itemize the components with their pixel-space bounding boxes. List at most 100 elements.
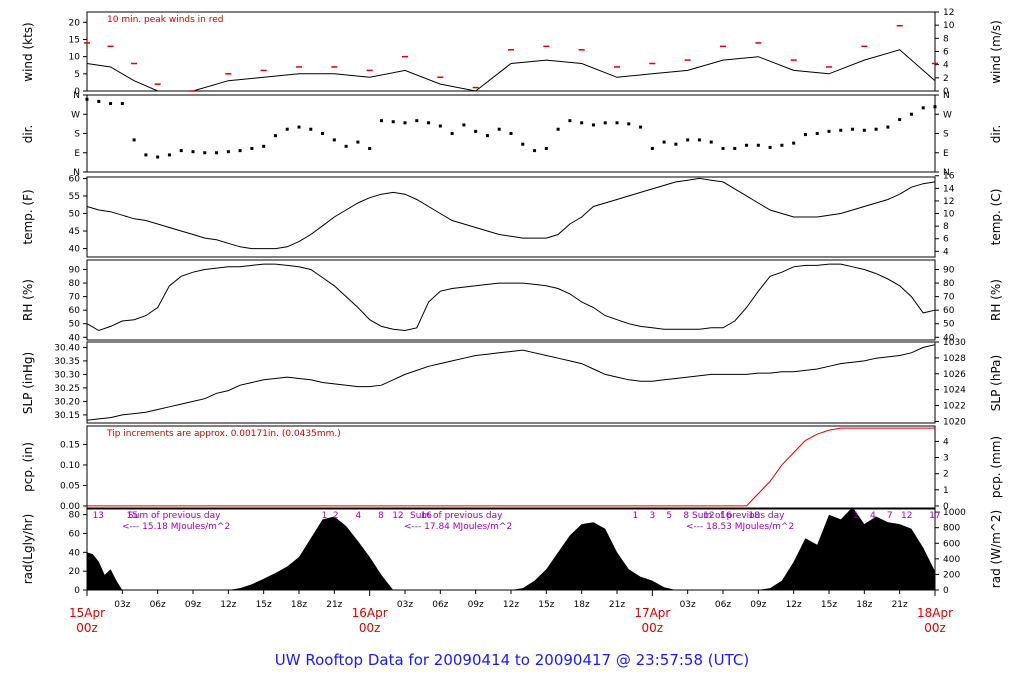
- x-tick-label: 21z: [609, 600, 625, 610]
- direction-point: [238, 149, 242, 153]
- direction-point: [544, 146, 548, 150]
- direction-point: [851, 127, 855, 131]
- y-tick-label: 0.15: [60, 440, 80, 450]
- direction-point: [427, 121, 431, 125]
- direction-point: [568, 119, 572, 123]
- y-tick-label: 70: [943, 293, 955, 303]
- y-tick-label: 55: [69, 192, 80, 202]
- y-ticks-right: 0 2 4 6 8 10 12: [935, 8, 955, 97]
- y-tick-label: 0: [943, 87, 949, 97]
- y-ticks-left: 0 20 40 60 80: [69, 511, 87, 596]
- y-tick-label: 2: [943, 470, 949, 480]
- y-tick-label: 10: [69, 53, 81, 63]
- direction-point: [250, 146, 254, 150]
- y-tick-label: S: [943, 130, 949, 140]
- direction-point: [262, 144, 266, 148]
- direction-point: [356, 140, 360, 144]
- y-ticks-right: 1020 1022 1024 1026 1028 1030: [935, 338, 966, 427]
- hour-marker: 18: [748, 511, 760, 521]
- y-tick-label: 30.25: [54, 384, 80, 394]
- y-tick-label: 12: [943, 197, 954, 207]
- panel-wind: wind (kts) wind (m/s) 10 min. peak winds…: [21, 8, 1003, 97]
- y-tick-label: N: [943, 168, 950, 178]
- y-tick-label: 10: [943, 210, 955, 220]
- x-tick-label: 18z: [291, 600, 307, 610]
- direction-point: [156, 155, 160, 159]
- x-tick-label: 12z: [503, 600, 519, 610]
- direction-point: [839, 128, 843, 132]
- direction-point: [521, 142, 525, 146]
- x-day-time-label: 00z: [359, 621, 381, 635]
- direction-point: [97, 99, 101, 103]
- x-day-label: 18Apr: [917, 606, 953, 620]
- direction-point: [297, 125, 301, 129]
- x-tick-label: 21z: [892, 600, 908, 610]
- direction-point: [921, 106, 925, 110]
- direction-point: [203, 151, 207, 155]
- y-tick-label: E: [943, 149, 949, 159]
- radiation-notes: Sum of previous day <--- 15.18 MJoules/m…: [122, 511, 794, 532]
- direction-point: [462, 123, 466, 127]
- y-tick-label: 0.10: [60, 461, 80, 471]
- rad-note-line1: Sum of previous day: [128, 511, 221, 521]
- direction-point: [85, 97, 89, 101]
- radiation-area: [87, 507, 935, 590]
- y-tick-label: N: [73, 168, 80, 178]
- x-tick-label: 18z: [856, 600, 872, 610]
- x-tick-label: 18z: [574, 600, 590, 610]
- y-ticks-left: 40 45 50 55 60: [69, 174, 87, 255]
- direction-point: [756, 143, 760, 147]
- data-marks: [85, 97, 937, 159]
- y-axis-label-right: rad (W/m^2): [989, 510, 1003, 588]
- radiation-hour-markers: 13 15 1 2 4 8 12 16 1 3 5 8 12 16 18 1 4 7 12 17: [93, 511, 941, 521]
- rad-note-line1: Sum of previous day: [410, 511, 503, 521]
- x-day-label: 17Apr: [634, 606, 670, 620]
- x-tick-label: 15z: [821, 600, 837, 610]
- y-tick-label: 8: [943, 34, 949, 44]
- y-axis-label-right: pcp. (mm): [989, 436, 1003, 498]
- hour-marker: 16: [420, 511, 432, 521]
- direction-point: [474, 129, 478, 133]
- footer-title: UW Rooftop Data for 20090414 to 20090417…: [274, 651, 750, 669]
- y-tick-label: 0: [943, 502, 949, 512]
- hour-marker: 7: [887, 511, 893, 521]
- y-tick-label: 6: [943, 235, 949, 245]
- direction-point: [827, 129, 831, 133]
- y-axis-label: SLP (inHg): [21, 352, 35, 414]
- direction-point: [485, 134, 489, 138]
- y-tick-label: 90: [69, 265, 81, 275]
- y-tick-label: 5: [74, 70, 80, 80]
- direction-point: [733, 146, 737, 150]
- x-tick-label: 09z: [468, 600, 484, 610]
- x-tick-label: 21z: [326, 600, 342, 610]
- data-marks: [86, 263, 936, 332]
- x-tick-label: 15z: [256, 600, 272, 610]
- direction-point: [627, 122, 631, 126]
- y-tick-label: 1028: [943, 354, 966, 364]
- hour-marker: 8: [683, 511, 689, 521]
- hour-marker: 12: [901, 511, 912, 521]
- rh-line: [86, 263, 936, 332]
- x-tick-label: 06z: [432, 600, 448, 610]
- y-tick-label: W: [71, 110, 80, 120]
- y-tick-label: 40: [943, 333, 955, 343]
- y-tick-label: 45: [69, 227, 80, 237]
- y-tick-label: 70: [69, 293, 81, 303]
- direction-point: [533, 149, 537, 153]
- rad-note-line2: <--- 15.18 MJoules/m^2: [122, 522, 230, 532]
- rad-note-line2: <--- 17.84 MJoules/m^2: [404, 522, 512, 532]
- hour-marker: 1: [633, 511, 639, 521]
- rad-note-line2: <--- 18.53 MJoules/m^2: [686, 522, 794, 532]
- y-tick-label: 1022: [943, 402, 966, 412]
- direction-point: [662, 140, 666, 144]
- x-tick-label: 06z: [150, 600, 166, 610]
- y-tick-label: 80: [69, 511, 81, 521]
- direction-point: [132, 138, 136, 142]
- y-tick-label: 15: [69, 35, 80, 45]
- y-tick-label: N: [73, 91, 80, 101]
- y-ticks-left: 0.00 0.05 0.10 0.15: [60, 440, 87, 512]
- direction-point: [368, 146, 372, 150]
- direction-point: [615, 121, 619, 125]
